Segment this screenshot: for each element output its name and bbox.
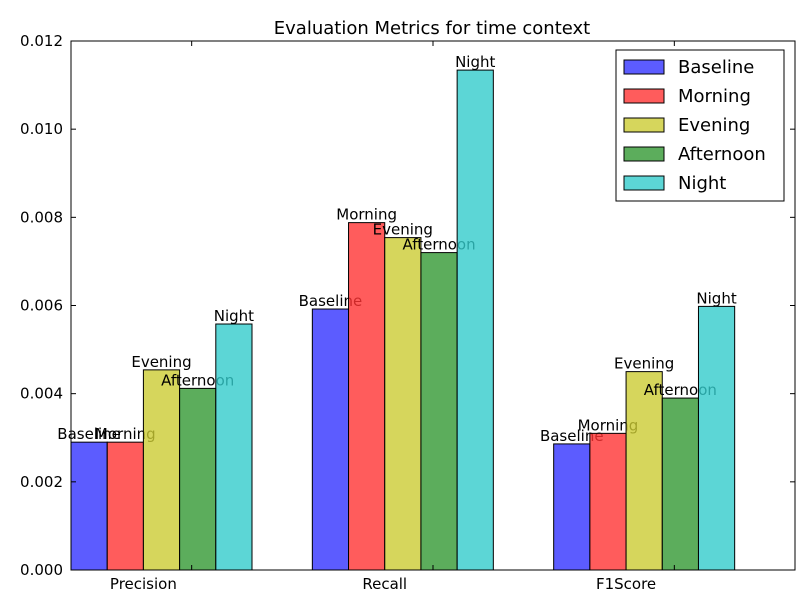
x-tick-label-f1score: F1Score — [596, 575, 656, 593]
bar-morning-f1score — [589, 432, 627, 571]
y-tick-label: 0.000 — [20, 561, 63, 579]
bar-baseline-f1score — [553, 443, 591, 571]
y-tick-label: 0.006 — [20, 297, 63, 315]
bar-label-morning-precision: Morning — [95, 425, 156, 443]
legend-label-night: Night — [678, 173, 726, 194]
y-tick-label: 0.008 — [20, 208, 63, 226]
legend-swatch-afternoon — [623, 146, 665, 162]
legend-label-morning: Morning — [678, 86, 751, 107]
x-tick-label-recall: Recall — [362, 575, 407, 593]
bar-night-precision — [215, 323, 253, 571]
bar-label-morning-recall: Morning — [336, 206, 397, 224]
bar-label-baseline-recall: Baseline — [299, 292, 363, 310]
y-tick-label: 0.002 — [20, 473, 63, 491]
bar-label-evening-precision: Evening — [131, 353, 191, 371]
legend-label-evening: Evening — [678, 115, 750, 136]
chart-title: Evaluation Metrics for time context — [274, 18, 590, 39]
bar-afternoon-recall — [420, 252, 458, 571]
legend-label-baseline: Baseline — [678, 57, 754, 78]
bar-baseline-precision — [70, 441, 108, 571]
bar-label-night-recall: Night — [455, 53, 495, 71]
bar-evening-recall — [384, 237, 422, 571]
plot-area: BaselineBaselineBaselineMorningMorningMo… — [20, 32, 796, 593]
bar-afternoon-precision — [179, 387, 217, 571]
bar-label-morning-f1score: Morning — [578, 416, 639, 434]
legend-swatch-night — [623, 175, 665, 191]
bar-baseline-recall — [311, 308, 350, 571]
bar-morning-precision — [106, 441, 144, 571]
bar-label-evening-recall: Evening — [373, 221, 433, 239]
legend-swatch-baseline — [623, 59, 665, 75]
legend-swatch-evening — [623, 117, 665, 133]
legend: Baseline Morning Evening Afternoon Night — [615, 49, 785, 202]
bar-night-recall — [456, 69, 494, 571]
bar-afternoon-f1score — [661, 397, 699, 571]
bar-label-night-precision: Night — [214, 307, 254, 325]
bar-label-baseline-f1score: Baseline — [540, 427, 604, 445]
x-tick-label-precision: Precision — [110, 575, 177, 593]
legend-label-afternoon: Afternoon — [678, 144, 766, 165]
bar-label-evening-f1score: Evening — [614, 355, 674, 373]
bar-label-night-f1score: Night — [696, 289, 736, 307]
bar-morning-recall — [348, 222, 386, 571]
y-tick-label: 0.010 — [20, 120, 63, 138]
bar-evening-f1score — [625, 371, 663, 571]
bar-evening-precision — [142, 369, 181, 571]
legend-swatch-morning — [623, 88, 665, 104]
y-tick-label: 0.004 — [20, 385, 63, 403]
y-tick-label: 0.012 — [20, 32, 63, 50]
bar-label-baseline-precision: Baseline — [57, 425, 121, 443]
bar-night-f1score — [697, 305, 736, 571]
